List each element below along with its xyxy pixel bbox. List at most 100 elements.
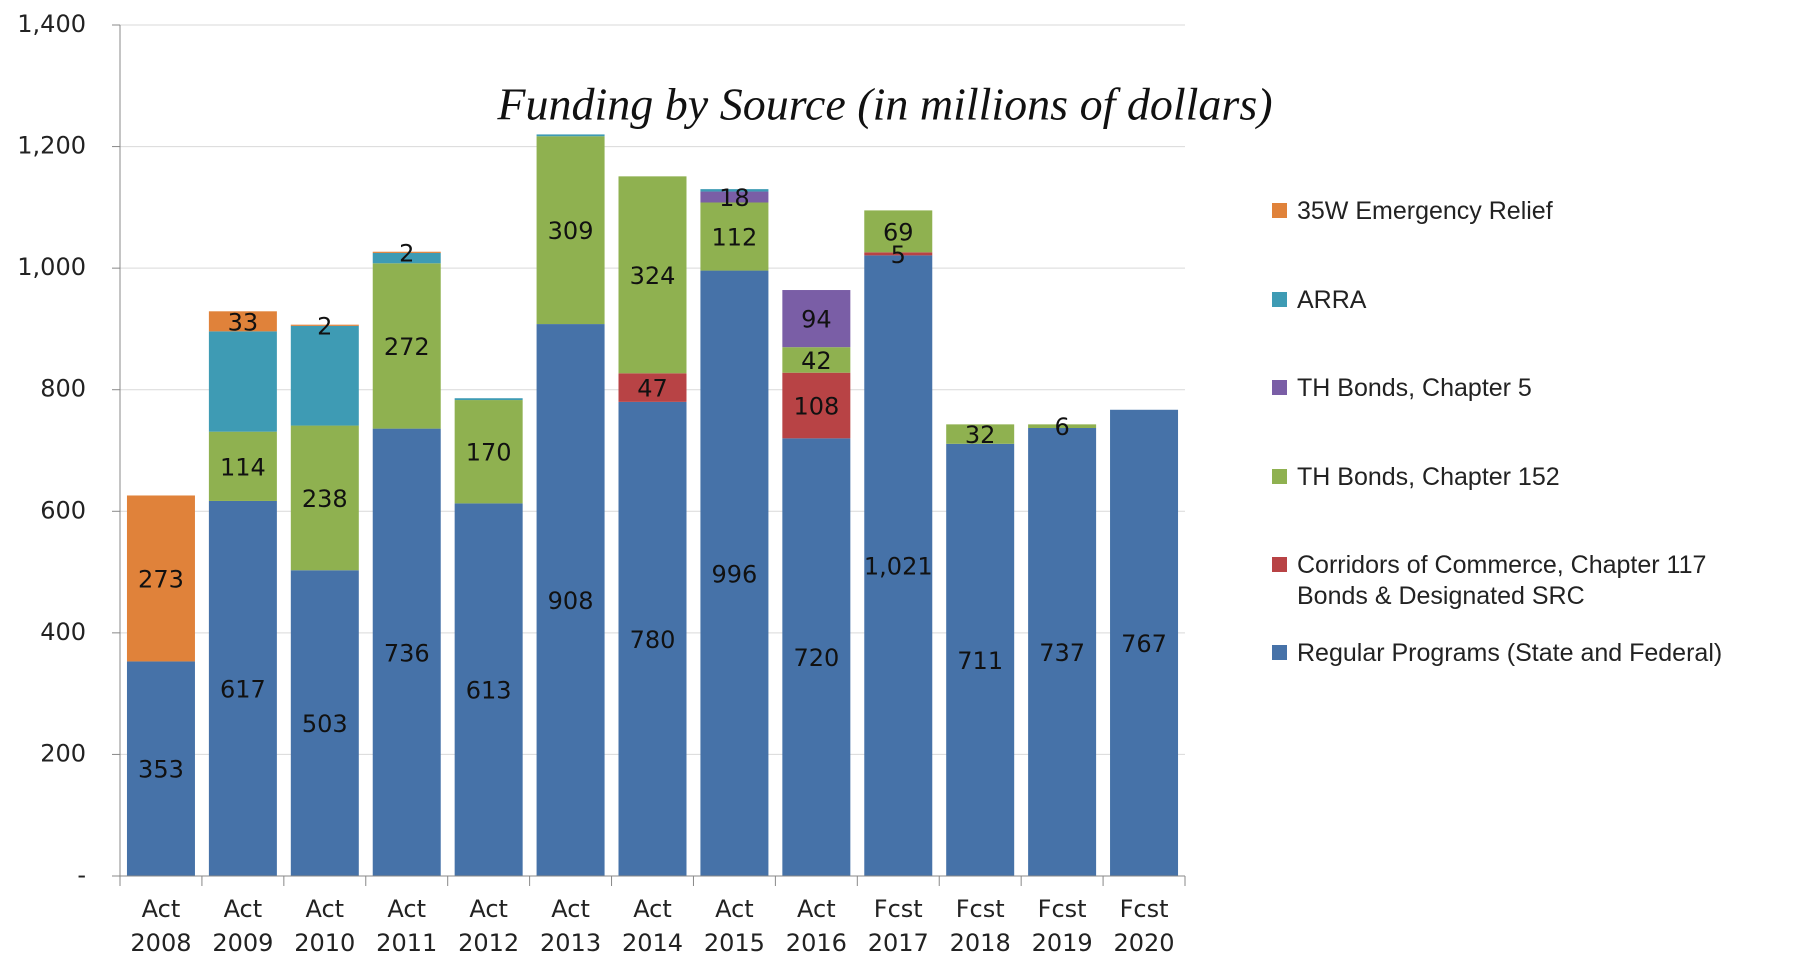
bar-segment (700, 270, 769, 876)
data-label: 324 (630, 262, 676, 290)
y-tick-label: 1,400 (17, 10, 86, 38)
legend-item: TH Bonds, Chapter 152 (1272, 462, 1767, 493)
x-tick-label: Act 2009 (212, 895, 274, 957)
data-label: 47 (637, 375, 668, 403)
bar-segment (864, 255, 933, 876)
data-label: 736 (384, 639, 430, 667)
legend-swatch (1272, 469, 1287, 484)
legend-item: 35W Emergency Relief (1272, 196, 1767, 227)
bar-segment (618, 373, 687, 402)
legend-item: ARRA (1272, 285, 1767, 316)
data-label: 996 (712, 560, 758, 588)
x-tick-label: Act 2010 (294, 895, 356, 957)
x-tick-label: Act 2015 (703, 895, 765, 957)
data-label: 112 (712, 224, 758, 252)
bar-segment (618, 176, 687, 374)
y-tick-label: 200 (40, 739, 86, 767)
bar-segment (536, 134, 605, 137)
bar-segment (700, 189, 769, 192)
legend-swatch (1272, 203, 1287, 218)
legend-label: Regular Programs (State and Federal) (1297, 639, 1723, 667)
data-label: 780 (630, 626, 676, 654)
data-label: 617 (220, 675, 266, 703)
bar-segment (290, 324, 359, 326)
legend-swatch (1272, 292, 1287, 307)
y-tick-label: 600 (40, 496, 86, 524)
data-label: 1,021 (864, 553, 933, 581)
bar-segment (208, 500, 277, 876)
bar-segment (618, 401, 687, 876)
data-label: 2 (317, 312, 332, 340)
legend-label: TH Bonds, Chapter 152 (1297, 463, 1560, 491)
bar-segment (126, 661, 195, 876)
bar-segment (946, 424, 1015, 444)
data-label: 613 (466, 677, 512, 705)
data-label: 18 (719, 184, 750, 212)
chart-title: Funding by Source (in millions of dollar… (496, 79, 1272, 130)
data-label: 108 (793, 393, 839, 421)
x-tick-label: Act 2013 (540, 895, 602, 957)
data-label: 5 (891, 241, 906, 269)
legend-label: TH Bonds, Chapter 5 (1297, 374, 1532, 402)
data-label: 170 (466, 439, 512, 467)
data-label: 238 (302, 485, 348, 513)
legend-swatch (1272, 380, 1287, 395)
legend-item: Corridors of Commerce, Chapter 117 Bonds… (1272, 550, 1767, 612)
legend-item: TH Bonds, Chapter 5 (1272, 373, 1767, 404)
x-tick-label: Fcst 2020 (1113, 895, 1175, 957)
bar-segment (290, 570, 359, 876)
bar-segment (372, 251, 441, 253)
bar-segment (864, 210, 933, 253)
bar-segment (454, 398, 523, 401)
data-label: 503 (302, 710, 348, 738)
data-label: 2 (399, 239, 414, 267)
data-label: 720 (793, 644, 839, 672)
bar-segment (1110, 409, 1179, 876)
bar-segment (782, 290, 851, 348)
bar-segment (536, 324, 605, 877)
data-label: 42 (801, 347, 832, 375)
bar-segment (1028, 428, 1097, 876)
y-tick-label: 800 (40, 375, 86, 403)
bar-segment (454, 503, 523, 876)
bar-segment (536, 136, 605, 325)
bar-segment (782, 438, 851, 876)
bar-segment (700, 202, 769, 271)
bar-segment (208, 431, 277, 501)
data-label: 272 (384, 333, 430, 361)
data-label: 33 (228, 308, 259, 336)
data-label: 711 (957, 647, 1003, 675)
data-label: 353 (138, 756, 184, 784)
data-label: 32 (965, 421, 996, 449)
bar-segment (864, 252, 933, 256)
legend-label: 35W Emergency Relief (1297, 197, 1553, 225)
legend-swatch (1272, 645, 1287, 660)
bar-segment (126, 495, 195, 662)
x-tick-label: Act 2012 (458, 895, 520, 957)
y-tick-label: 1,200 (17, 132, 86, 160)
data-label: 767 (1121, 630, 1167, 658)
bar-segment (290, 425, 359, 571)
bar-segment (372, 263, 441, 429)
bar-segment (372, 428, 441, 876)
legend-swatch (1272, 557, 1287, 572)
legend-label: Corridors of Commerce, Chapter 117 Bonds… (1297, 551, 1707, 610)
bar-segment (782, 347, 851, 373)
bar-segment (290, 325, 359, 426)
x-tick-label: Act 2014 (621, 895, 684, 957)
bar-segment (454, 400, 523, 504)
data-label: 6 (1054, 413, 1069, 441)
bar-segment (208, 311, 277, 332)
legend-label: ARRA (1297, 286, 1367, 314)
y-tick-label: 400 (40, 618, 86, 646)
data-label: 737 (1039, 639, 1085, 667)
bar-segment (1028, 424, 1097, 429)
data-label: 114 (220, 453, 266, 481)
x-tick-label: Act 2016 (785, 895, 847, 957)
x-tick-label: Act 2011 (376, 895, 438, 957)
bar-segment (208, 331, 277, 432)
x-tick-label: Fcst 2018 (949, 895, 1011, 957)
data-label: 273 (138, 565, 184, 593)
